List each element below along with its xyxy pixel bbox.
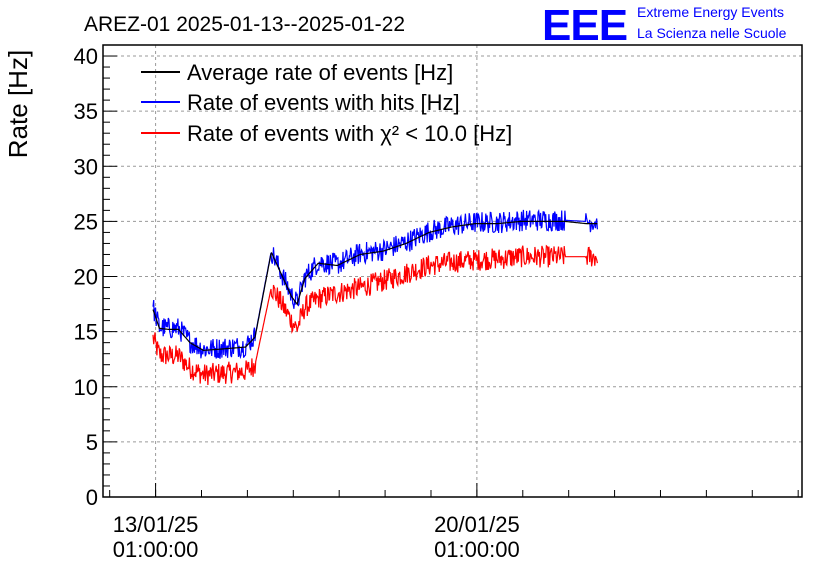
y-tick-label: 20 bbox=[74, 265, 98, 290]
logo-line1: Extreme Energy Events bbox=[637, 4, 784, 20]
y-tick-label: 35 bbox=[74, 99, 98, 124]
series-layer bbox=[152, 208, 598, 386]
x-tick-label-time: 01:00:00 bbox=[113, 537, 199, 562]
y-axis-label: Rate [Hz] bbox=[3, 50, 33, 158]
eee-logo: EEE Extreme Energy Events La Scienza nel… bbox=[542, 1, 787, 50]
series-line-1 bbox=[152, 208, 598, 360]
legend-label-chi2: Rate of events with χ² < 10.0 [Hz] bbox=[187, 121, 512, 146]
chart-title: AREZ-01 2025-01-13--2025-01-22 bbox=[84, 13, 405, 36]
plot-frame bbox=[102, 44, 803, 498]
legend: Average rate of events [Hz] Rate of even… bbox=[141, 60, 512, 146]
x-tick-label-date: 20/01/25 bbox=[434, 512, 520, 537]
series-line-2 bbox=[152, 244, 598, 386]
y-tick-label: 30 bbox=[74, 154, 98, 179]
logo-line2: La Scienza nelle Scuole bbox=[637, 25, 787, 41]
axes: 051015202530354013/01/2501:00:0020/01/25… bbox=[74, 44, 803, 562]
x-tick-label-date: 13/01/25 bbox=[113, 512, 199, 537]
y-tick-label: 10 bbox=[74, 375, 98, 400]
legend-entry-chi2: Rate of events with χ² < 10.0 [Hz] bbox=[141, 121, 512, 146]
logo-mark: EEE bbox=[542, 1, 627, 50]
legend-entry-average: Average rate of events [Hz] bbox=[141, 60, 453, 85]
x-tick-label-time: 01:00:00 bbox=[434, 537, 520, 562]
y-tick-label: 40 bbox=[74, 44, 98, 69]
y-tick-label: 5 bbox=[86, 430, 98, 455]
legend-entry-hits: Rate of events with hits [Hz] bbox=[141, 90, 460, 115]
y-tick-label: 15 bbox=[74, 320, 98, 345]
y-tick-label: 25 bbox=[74, 209, 98, 234]
series-line-0 bbox=[152, 220, 598, 352]
legend-label-hits: Rate of events with hits [Hz] bbox=[187, 90, 460, 115]
y-tick-label: 0 bbox=[86, 485, 98, 510]
legend-label-average: Average rate of events [Hz] bbox=[187, 60, 453, 85]
